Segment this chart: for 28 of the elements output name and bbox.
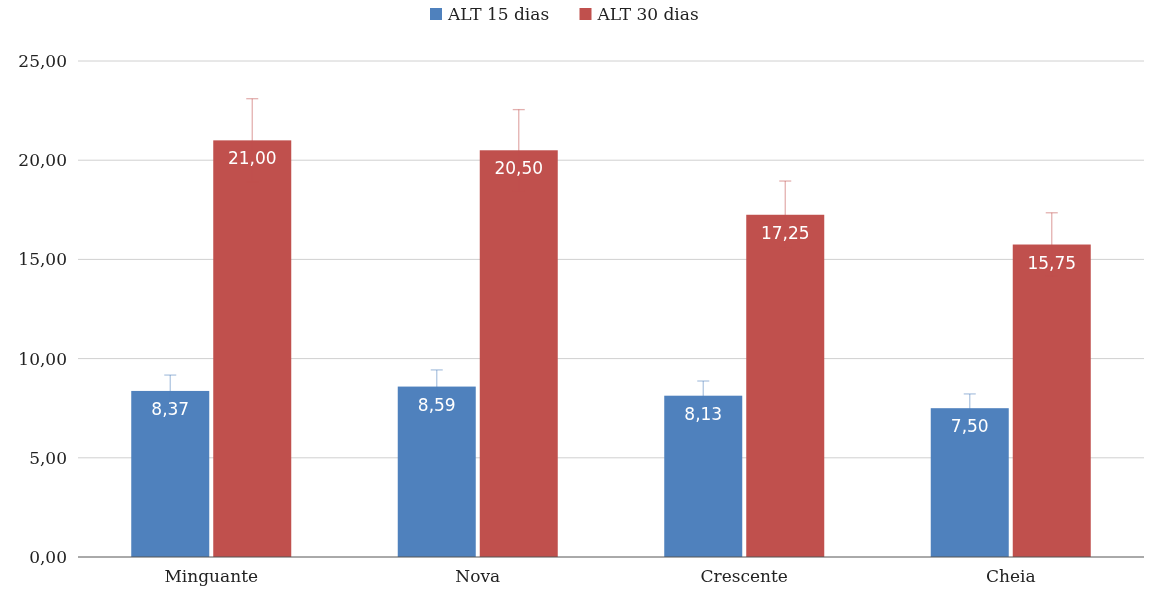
bar <box>1012 244 1091 557</box>
data-label: 21,00 <box>227 148 277 169</box>
data-label: 8,59 <box>417 394 456 415</box>
data-label: 7,50 <box>950 416 989 437</box>
data-label: 20,50 <box>494 158 544 179</box>
y-tick-label: 15,00 <box>18 249 67 270</box>
y-tick-label: 20,00 <box>18 150 67 171</box>
x-tick-label: Nova <box>455 566 501 586</box>
bar <box>664 395 743 557</box>
bar <box>397 386 476 557</box>
data-label: 15,75 <box>1027 252 1077 273</box>
data-label: 17,25 <box>760 222 810 243</box>
data-label: 8,13 <box>684 403 723 424</box>
x-tick-label: Minguante <box>164 566 259 586</box>
bar <box>479 150 558 557</box>
bar <box>213 140 292 557</box>
y-tick-label: 10,00 <box>18 348 67 369</box>
bar <box>746 214 825 557</box>
y-tick-label: 5,00 <box>29 447 67 468</box>
bar <box>930 408 1009 557</box>
x-tick-label: Crescente <box>700 566 788 586</box>
bar <box>131 390 210 557</box>
x-tick-label: Cheia <box>985 566 1036 586</box>
data-label: 8,37 <box>151 398 190 419</box>
legend-label: ALT 15 dias <box>447 4 550 24</box>
y-tick-label: 0,00 <box>29 547 67 567</box>
y-tick-label: 25,00 <box>18 51 67 71</box>
legend-label: ALT 30 dias <box>596 4 699 24</box>
